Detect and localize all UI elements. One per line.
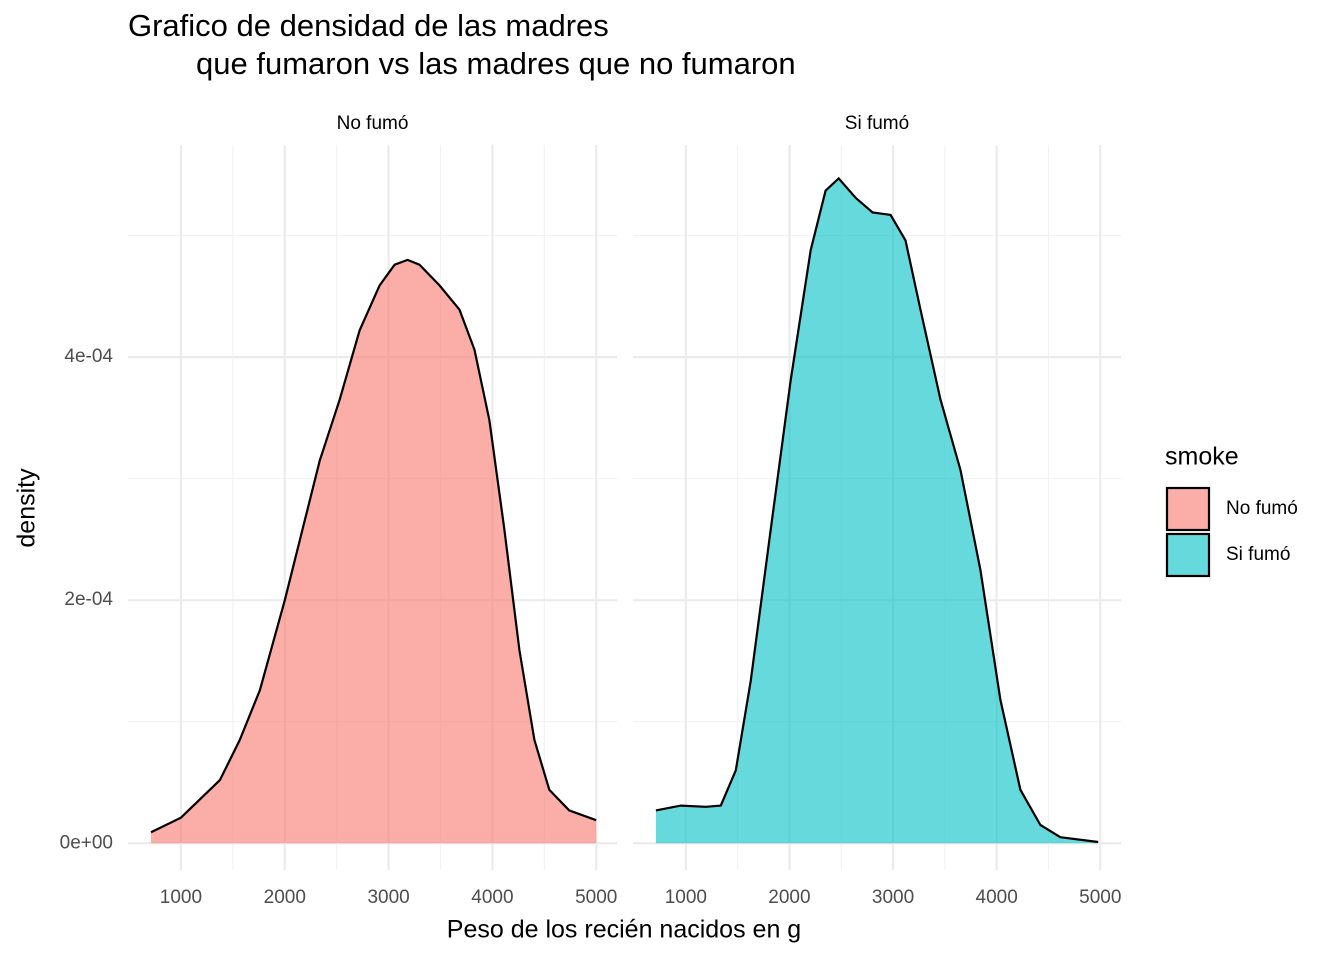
x-tick-label: 4000 (471, 887, 513, 908)
facet-label: Si fumó (845, 113, 909, 134)
legend-key (1165, 486, 1211, 532)
y-tick-label: 4e-04 (64, 346, 113, 367)
x-axis-title: Peso de los recién nacidos en g (447, 916, 801, 944)
facet-label: No fumó (337, 113, 409, 134)
x-tick-label: 2000 (264, 887, 306, 908)
x-tick-label: 3000 (872, 887, 914, 908)
y-axis-title: density (13, 468, 41, 548)
density-line (150, 258, 597, 834)
density-area (655, 178, 1099, 844)
legend-label: Si fumó (1226, 544, 1290, 565)
x-tick-label: 4000 (976, 887, 1018, 908)
density-area (151, 259, 597, 844)
chart-title: que fumaron vs las madres que no fumaron (196, 46, 796, 81)
chart-title: Grafico de densidad de las madres (128, 8, 609, 43)
x-tick-label: 1000 (160, 887, 202, 908)
density-line (655, 176, 1099, 844)
x-tick-label: 2000 (768, 887, 810, 908)
legend-key (1165, 532, 1211, 578)
y-tick-label: 2e-04 (64, 589, 113, 610)
legend-title: smoke (1165, 443, 1239, 471)
y-tick-label: 0e+00 (60, 832, 113, 853)
x-tick-label: 5000 (1079, 887, 1121, 908)
x-tick-label: 3000 (367, 887, 409, 908)
x-tick-label: 5000 (575, 887, 617, 908)
legend-label: No fumó (1226, 498, 1298, 519)
x-tick-label: 1000 (665, 887, 707, 908)
